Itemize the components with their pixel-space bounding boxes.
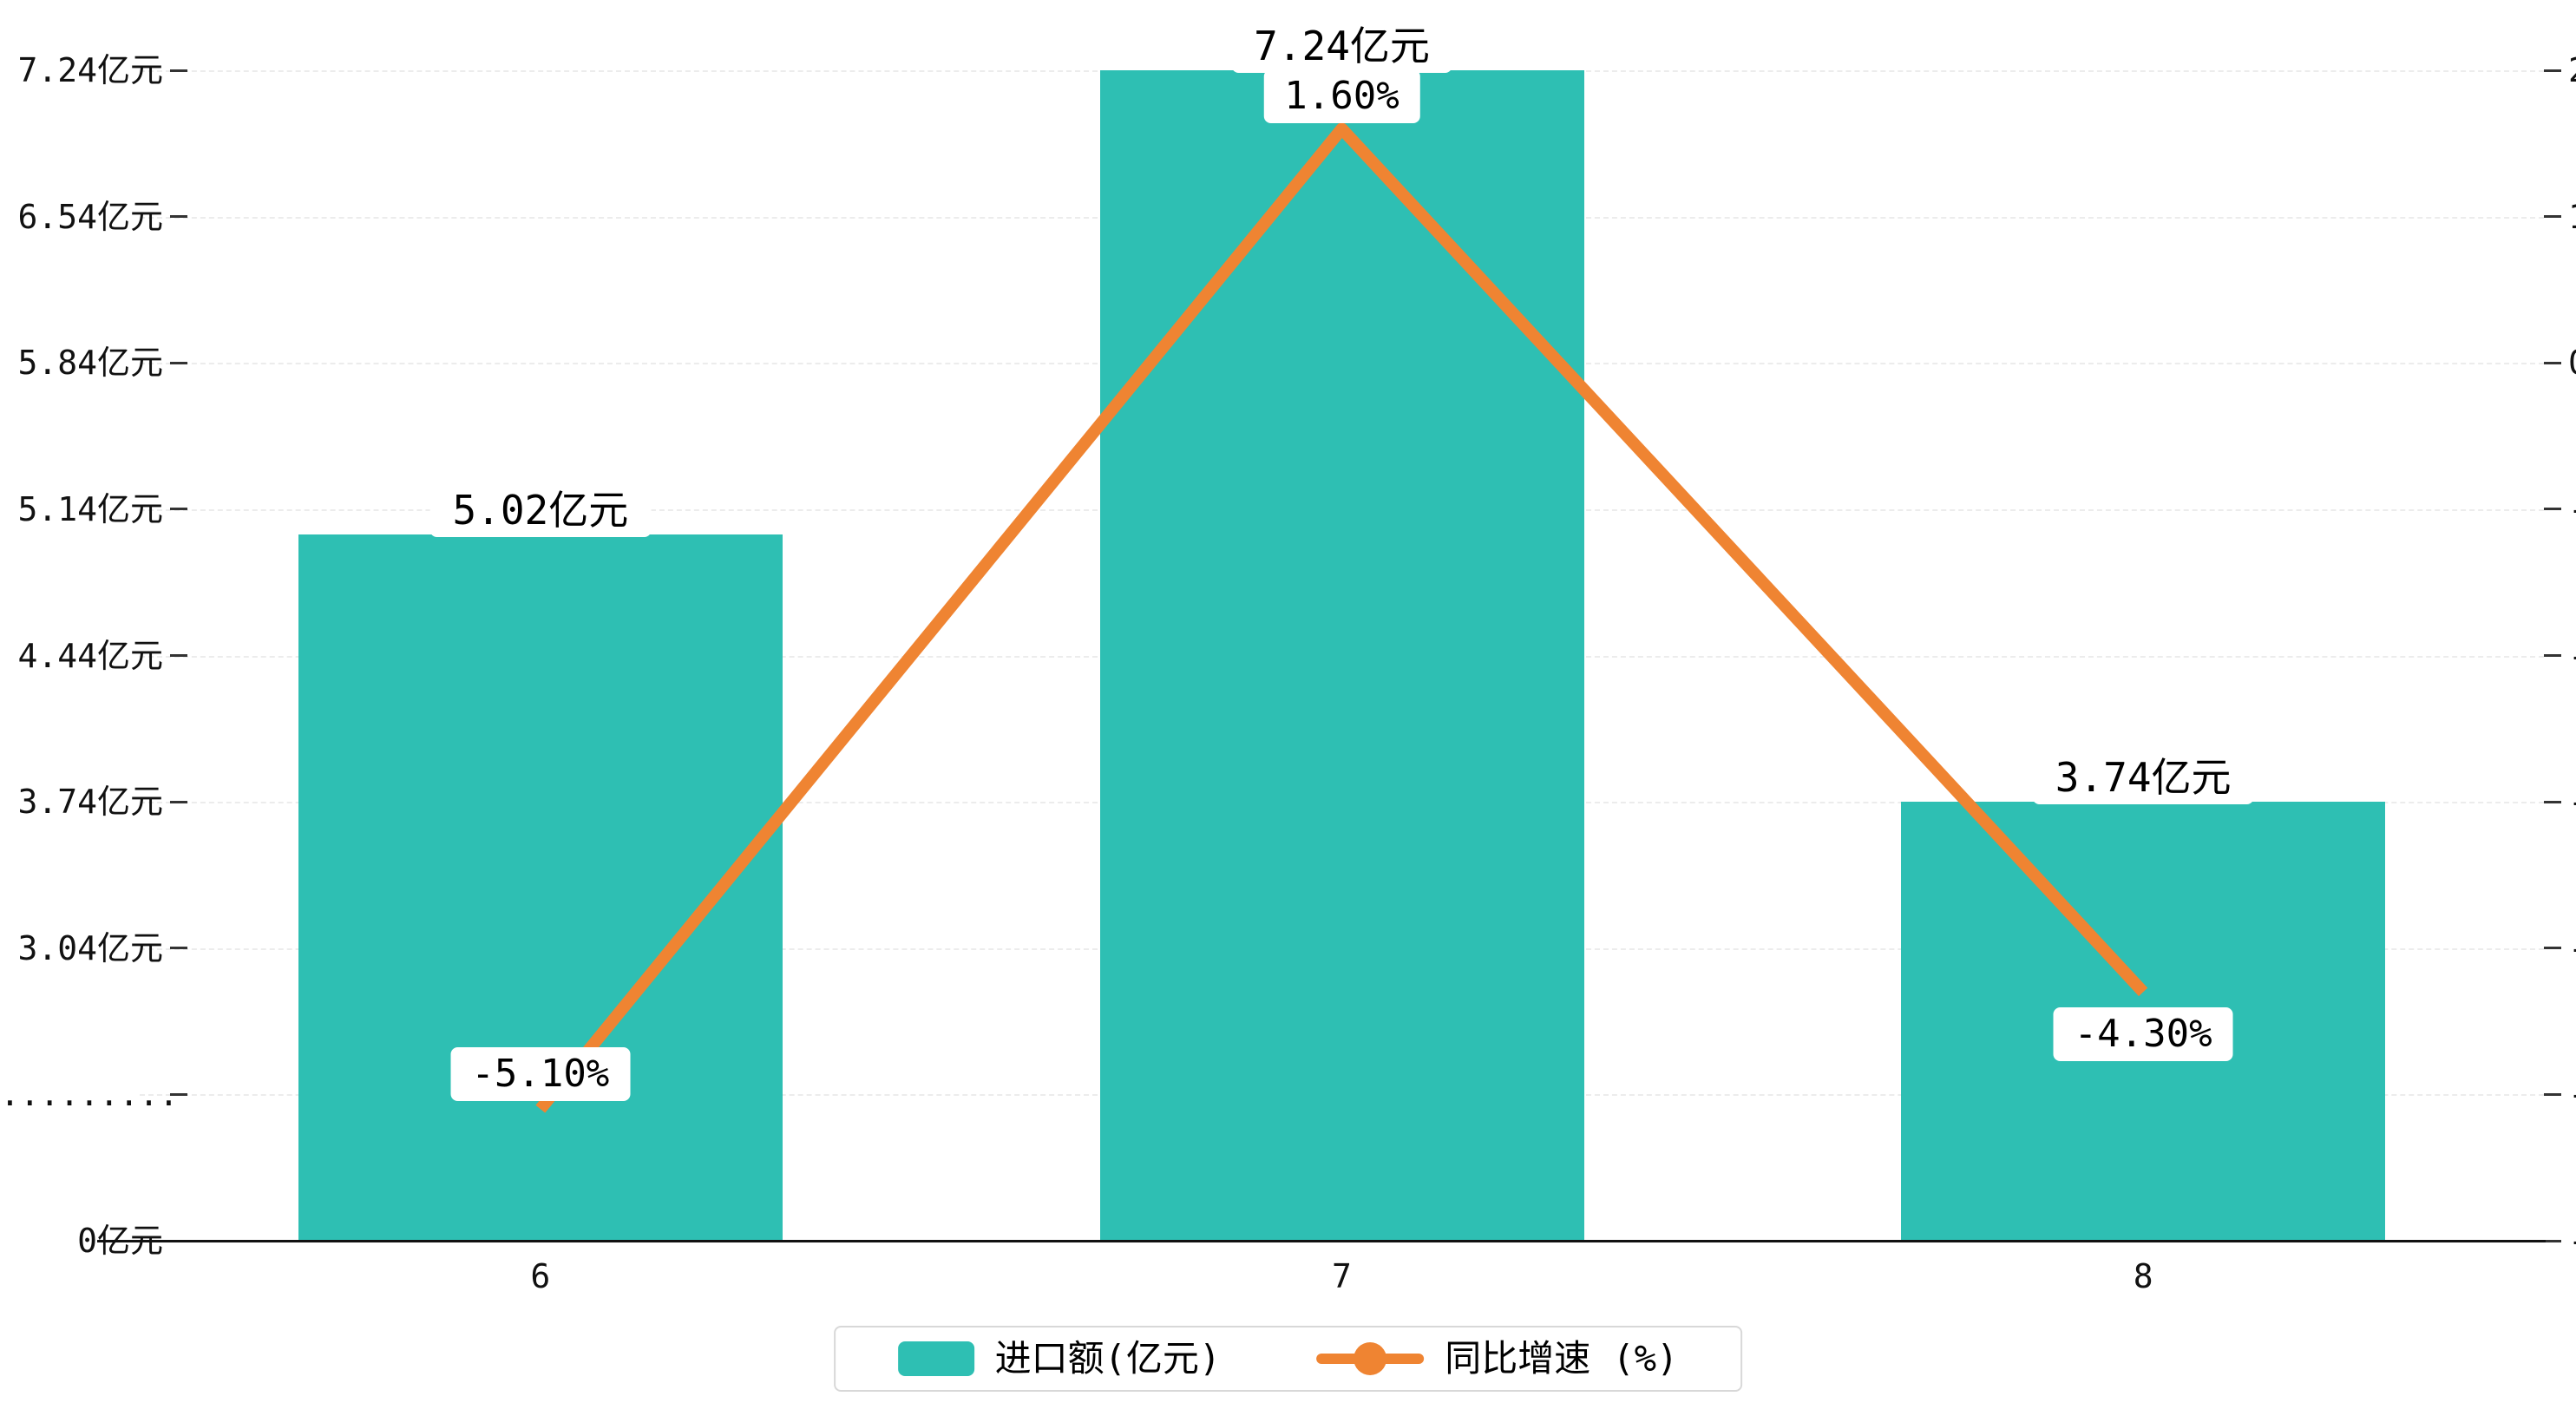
x-axis-label: 8 bbox=[2133, 1257, 2153, 1295]
x-axis-line bbox=[97, 1240, 2546, 1242]
left-axis-label: ......... bbox=[0, 1075, 179, 1114]
x-axis-label: 7 bbox=[1332, 1257, 1352, 1295]
bar-value-label: 5.02亿元 bbox=[429, 482, 652, 537]
line-series-marker-dot bbox=[1354, 1342, 1387, 1375]
right-axis-label: -4 bbox=[2568, 932, 2576, 965]
left-axis-tick bbox=[170, 654, 187, 657]
right-axis-tick bbox=[2544, 654, 2561, 657]
bar-value-label: 3.74亿元 bbox=[2032, 751, 2254, 805]
left-axis-label: 5.84亿元 bbox=[17, 344, 163, 383]
right-axis-label: 1 bbox=[2568, 200, 2576, 233]
legend: 进口额(亿元) 同比增速 (%) bbox=[833, 1326, 1743, 1392]
left-axis-label: 3.74亿元 bbox=[17, 783, 163, 822]
right-axis-tick bbox=[2544, 947, 2561, 950]
bar-value-label: 7.24亿元 bbox=[1231, 19, 1452, 73]
left-axis-label: 4.44亿元 bbox=[17, 636, 163, 675]
left-axis-label: 3.04亿元 bbox=[17, 928, 163, 967]
left-axis-tick bbox=[170, 69, 187, 72]
legend-label-growth-rate: 同比增速 (%) bbox=[1445, 1337, 1679, 1380]
left-axis-label: 7.24亿元 bbox=[17, 51, 163, 89]
line-value-label: -5.10% bbox=[450, 1047, 631, 1102]
right-axis-label: -3 bbox=[2568, 785, 2576, 818]
left-axis-tick bbox=[170, 508, 187, 511]
right-axis-tick bbox=[2544, 361, 2561, 364]
left-axis-tick bbox=[170, 1092, 187, 1096]
right-axis-label: 0 bbox=[2568, 346, 2576, 379]
right-axis-tick bbox=[2544, 508, 2561, 511]
x-axis-label: 6 bbox=[530, 1257, 551, 1295]
right-axis-label: 2 bbox=[2568, 54, 2576, 87]
right-axis-tick bbox=[2544, 69, 2561, 72]
legend-item-growth-rate[interactable]: 同比增速 (%) bbox=[1316, 1341, 1678, 1377]
right-axis-label: -2 bbox=[2568, 639, 2576, 672]
left-axis-tick bbox=[170, 361, 187, 364]
left-axis-tick bbox=[170, 215, 187, 219]
legend-label-import-amount: 进口额(亿元) bbox=[994, 1337, 1222, 1380]
right-axis-tick bbox=[2544, 800, 2561, 803]
left-axis-tick bbox=[170, 947, 187, 950]
legend-item-import-amount[interactable]: 进口额(亿元) bbox=[897, 1337, 1222, 1380]
right-axis-tick bbox=[2544, 215, 2561, 219]
right-axis-label: -5 bbox=[2568, 1078, 2576, 1111]
right-axis-tick bbox=[2544, 1092, 2561, 1096]
left-axis-label: 6.54亿元 bbox=[17, 197, 163, 236]
bar-month-6 bbox=[298, 534, 783, 1241]
right-axis-tick bbox=[2544, 1239, 2561, 1242]
line-value-label: -4.30% bbox=[2053, 1007, 2233, 1062]
line-series-marker bbox=[1316, 1342, 1425, 1375]
bar-month-7 bbox=[1099, 70, 1584, 1241]
bar-series-swatch bbox=[897, 1341, 974, 1376]
line-value-label: 1.60% bbox=[1263, 69, 1420, 124]
right-axis-label: -1 bbox=[2568, 493, 2576, 526]
left-axis-label: 5.14亿元 bbox=[17, 489, 163, 528]
right-axis-label: -6 bbox=[2568, 1224, 2576, 1257]
left-axis-tick bbox=[170, 800, 187, 803]
